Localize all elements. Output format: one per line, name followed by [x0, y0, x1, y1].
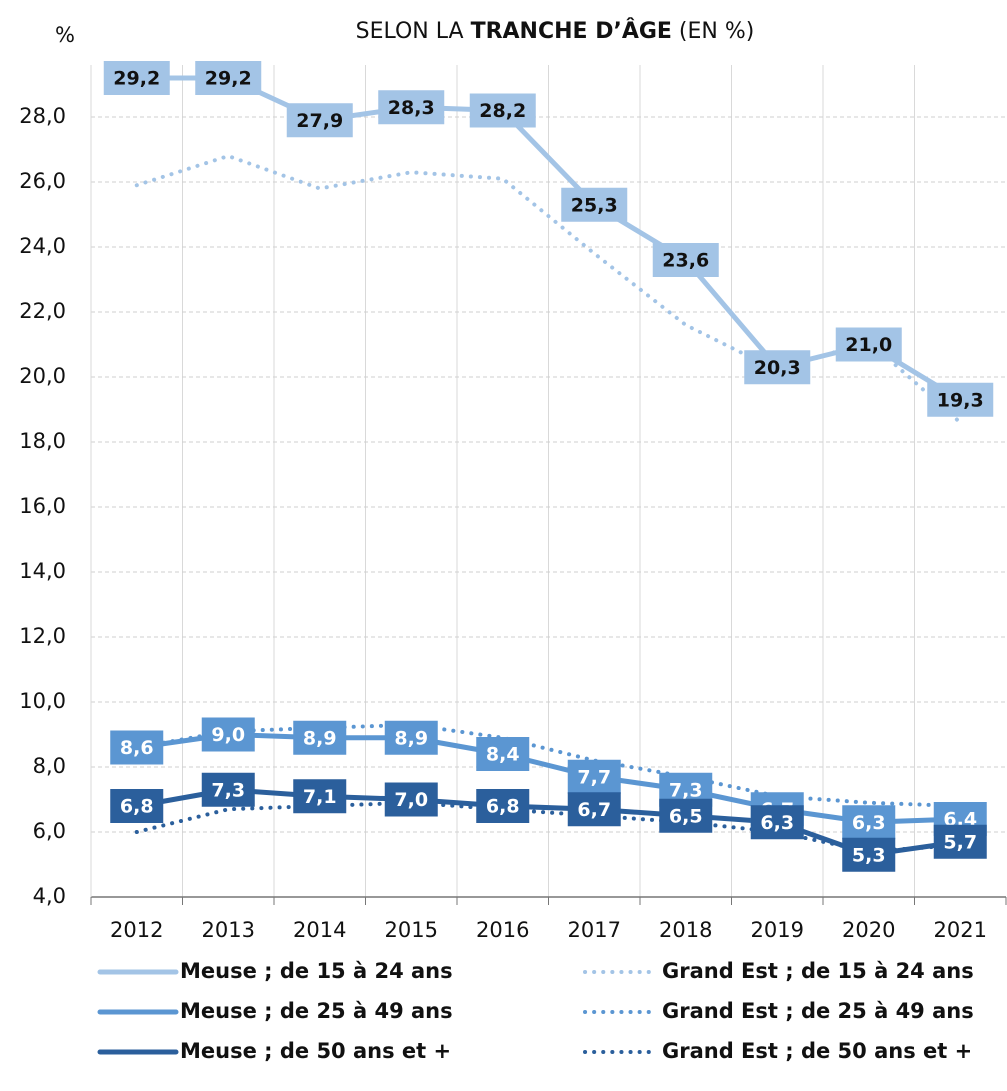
dotted-line [134, 800, 963, 854]
data-label: 6,8 [120, 796, 154, 818]
y-tick-label: 4,0 [33, 884, 66, 908]
data-label: 28,2 [479, 100, 526, 122]
label-box [842, 837, 896, 872]
x-tick-label: 2015 [385, 918, 438, 942]
label-box [659, 798, 713, 833]
data-label: 6,5 [669, 805, 703, 827]
y-tick-label: 20,0 [19, 364, 66, 388]
data-label: 21,0 [845, 334, 892, 356]
data-label: 29,2 [113, 68, 160, 90]
legend: Meuse ; de 15 à 24 ans Meuse ; de 25 à 49… [97, 959, 974, 1063]
y-tick-label: 8,0 [33, 754, 66, 778]
y-tick-label: 12,0 [19, 624, 66, 648]
lines [134, 75, 963, 858]
legend-label: Meuse ; de 15 à 24 ans [180, 959, 453, 983]
data-label: 9,0 [211, 724, 245, 746]
line [134, 75, 963, 403]
label-box [110, 730, 164, 765]
dotted-line [134, 154, 963, 425]
label-box [561, 187, 628, 222]
label-box [286, 103, 353, 138]
y-tick-label: 14,0 [19, 559, 66, 583]
label-box [835, 327, 902, 362]
label-box [201, 717, 255, 752]
legend-label: Grand Est ; de 25 à 49 ans [662, 999, 974, 1023]
label-box [567, 759, 621, 794]
grid: 4,0 6,0 8,0 10,0 12,0 14,0 16,0 18,0 20,0 22,0 24,… [19, 65, 1007, 942]
data-label: 8,4 [486, 744, 520, 766]
legend-label: Meuse ; de 25 à 49 ans [180, 999, 453, 1023]
data-label: 7,7 [577, 766, 611, 788]
y-tick-label: 26,0 [19, 169, 66, 193]
label-box [103, 61, 170, 95]
label-box [842, 805, 896, 840]
line [134, 732, 963, 825]
x-tick-label: 2019 [751, 918, 804, 942]
y-tick-label: 6,0 [33, 819, 66, 843]
label-box [567, 792, 621, 827]
x-tick-label: 2014 [293, 918, 346, 942]
x-tick-label: 2020 [842, 918, 895, 942]
x-tick-label: 2017 [568, 918, 621, 942]
label-box [384, 782, 438, 817]
label-box [750, 805, 804, 840]
data-label: 27,9 [296, 110, 343, 132]
label-box [293, 779, 347, 814]
title-part: TRANCHE D’ÂGE [471, 18, 672, 44]
label-box [195, 61, 262, 95]
data-label: 6,3 [852, 812, 886, 834]
data-label: 19,3 [937, 389, 984, 411]
data-label: 6,8 [486, 796, 520, 818]
x-tick-label: 2012 [110, 918, 163, 942]
y-tick-label: 18,0 [19, 429, 66, 453]
data-label: 8,6 [120, 737, 154, 759]
data-label: 7,1 [303, 786, 337, 808]
data-label: 6,7 [577, 799, 611, 821]
data-label: 5,3 [852, 844, 886, 866]
legend-label: Meuse ; de 50 ans et + [180, 1039, 451, 1063]
label-box [476, 737, 530, 771]
y-tick-label: 10,0 [19, 689, 66, 713]
line [134, 787, 963, 858]
x-tick-label: 2016 [476, 918, 529, 942]
label-box [378, 90, 445, 125]
legend-label: Grand Est ; de 15 à 24 ans [662, 959, 974, 983]
label-box [469, 93, 536, 128]
label-box [110, 789, 164, 823]
y-tick-label: 24,0 [19, 234, 66, 258]
label-box [652, 243, 719, 277]
data-label: 7,3 [211, 779, 245, 801]
data-label: 8,9 [303, 727, 337, 749]
data-label: 5,7 [943, 831, 977, 853]
label-box [927, 382, 994, 417]
y-tick-label: 16,0 [19, 494, 66, 518]
data-label: 20,3 [754, 357, 801, 379]
label-box [933, 824, 987, 859]
data-label: 23,6 [662, 250, 709, 272]
y-tick-label: 22,0 [19, 299, 66, 323]
data-label: 6,3 [760, 812, 794, 834]
y-tick-label: 28,0 [19, 104, 66, 128]
label-box [384, 720, 438, 755]
label-box [293, 720, 347, 755]
chart-title: SELON LA TRANCHE D’ÂGE (EN %) [356, 18, 755, 44]
data-label: 7,0 [394, 789, 428, 811]
data-label: 25,3 [571, 194, 618, 216]
y-axis-label: % [55, 23, 75, 47]
x-tick-label: 2021 [934, 918, 987, 942]
data-label: 8,9 [394, 727, 428, 749]
title-part: (EN %) [672, 19, 754, 44]
label-box [201, 772, 255, 807]
label-box [744, 350, 811, 385]
legend-label: Grand Est ; de 50 ans et + [662, 1039, 972, 1063]
title-part: SELON LA [356, 19, 471, 44]
labels: 29,2 29,2 27,9 28,3 28,2 25,3 23,6 20,3 21,0 19,3… [103, 61, 994, 872]
data-label: 7,3 [669, 779, 703, 801]
data-label: 28,3 [388, 97, 435, 119]
data-label: 29,2 [205, 68, 252, 90]
label-box [476, 789, 530, 823]
x-tick-label: 2018 [659, 918, 712, 942]
x-tick-label: 2013 [202, 918, 255, 942]
